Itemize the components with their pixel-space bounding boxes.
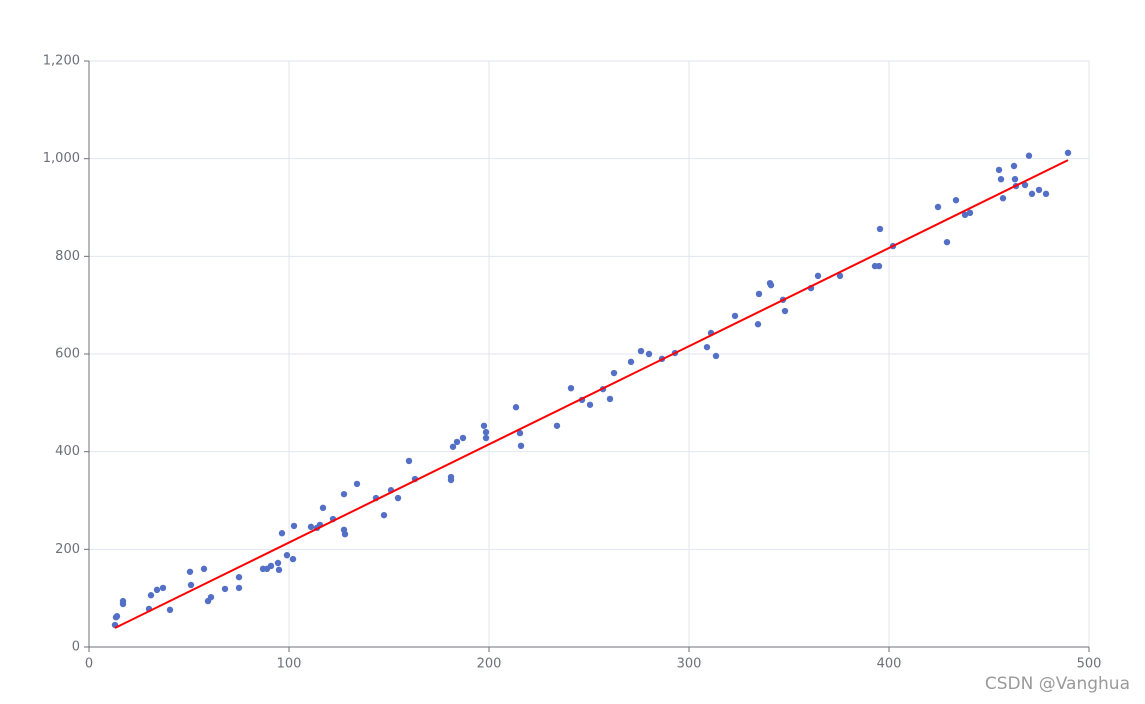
point — [516, 429, 524, 437]
point — [153, 586, 161, 594]
point — [1042, 190, 1050, 198]
point — [1010, 162, 1018, 170]
point — [340, 490, 348, 498]
point — [459, 434, 467, 442]
point — [482, 428, 490, 436]
point — [1028, 190, 1036, 198]
point — [1025, 152, 1033, 159]
point — [703, 343, 711, 351]
y-tick-label: 400 — [55, 444, 80, 459]
point — [119, 600, 127, 608]
point — [627, 358, 635, 366]
point — [637, 347, 645, 355]
point — [207, 593, 215, 601]
y-tick-label: 1,200 — [43, 54, 80, 69]
point — [567, 384, 575, 392]
point — [187, 581, 195, 589]
point — [186, 568, 194, 575]
x-tick-label: 300 — [677, 657, 702, 672]
point — [952, 196, 960, 204]
point — [586, 401, 594, 408]
point — [267, 562, 275, 570]
point — [405, 457, 413, 465]
point — [553, 422, 561, 429]
point — [754, 321, 762, 328]
y-tick-label: 800 — [55, 249, 80, 264]
y-tick-label: 200 — [55, 542, 80, 557]
point — [755, 290, 763, 298]
point — [319, 504, 327, 512]
point — [781, 307, 789, 315]
point — [449, 443, 457, 450]
point — [235, 573, 243, 581]
point — [999, 195, 1007, 202]
point — [1021, 181, 1029, 189]
y-tick-label: 0 — [72, 640, 80, 655]
y-tick-label: 1,000 — [43, 151, 80, 166]
point — [645, 350, 653, 358]
point — [767, 281, 775, 289]
point — [159, 584, 167, 592]
x-tick-label: 200 — [477, 657, 502, 672]
point — [606, 395, 614, 403]
point — [275, 566, 283, 574]
x-tick-label: 500 — [1077, 657, 1102, 672]
watermark: CSDN @Vanghua — [985, 674, 1130, 694]
point — [943, 238, 951, 246]
x-tick-label: 400 — [877, 657, 902, 672]
point — [517, 442, 525, 450]
point — [447, 476, 455, 484]
point — [235, 584, 243, 592]
point — [480, 422, 488, 429]
point — [166, 606, 174, 614]
point — [876, 225, 884, 233]
point — [836, 272, 844, 280]
point — [995, 166, 1003, 174]
point — [290, 522, 298, 530]
x-tick-label: 100 — [277, 657, 302, 672]
point — [1011, 175, 1019, 183]
point — [453, 438, 461, 446]
point — [341, 530, 349, 538]
point — [283, 551, 291, 559]
point — [353, 480, 361, 488]
regression-line — [114, 159, 1069, 629]
point — [221, 585, 229, 593]
point — [512, 404, 520, 411]
point — [814, 272, 822, 280]
point — [712, 352, 720, 360]
point — [731, 312, 739, 320]
point — [200, 565, 208, 573]
point — [875, 262, 883, 270]
point — [482, 434, 490, 442]
point — [307, 523, 315, 531]
point — [1064, 149, 1072, 157]
point — [147, 592, 155, 599]
point — [113, 613, 121, 620]
point — [1035, 186, 1043, 194]
point — [961, 211, 969, 219]
point — [966, 209, 974, 217]
point — [394, 494, 402, 502]
point — [274, 559, 282, 567]
point — [934, 203, 942, 211]
point — [278, 530, 286, 537]
point — [610, 369, 618, 377]
point — [997, 175, 1005, 183]
point — [289, 555, 297, 563]
x-tick-label: 0 — [85, 657, 93, 672]
point — [380, 511, 388, 519]
y-tick-label: 600 — [55, 347, 80, 362]
